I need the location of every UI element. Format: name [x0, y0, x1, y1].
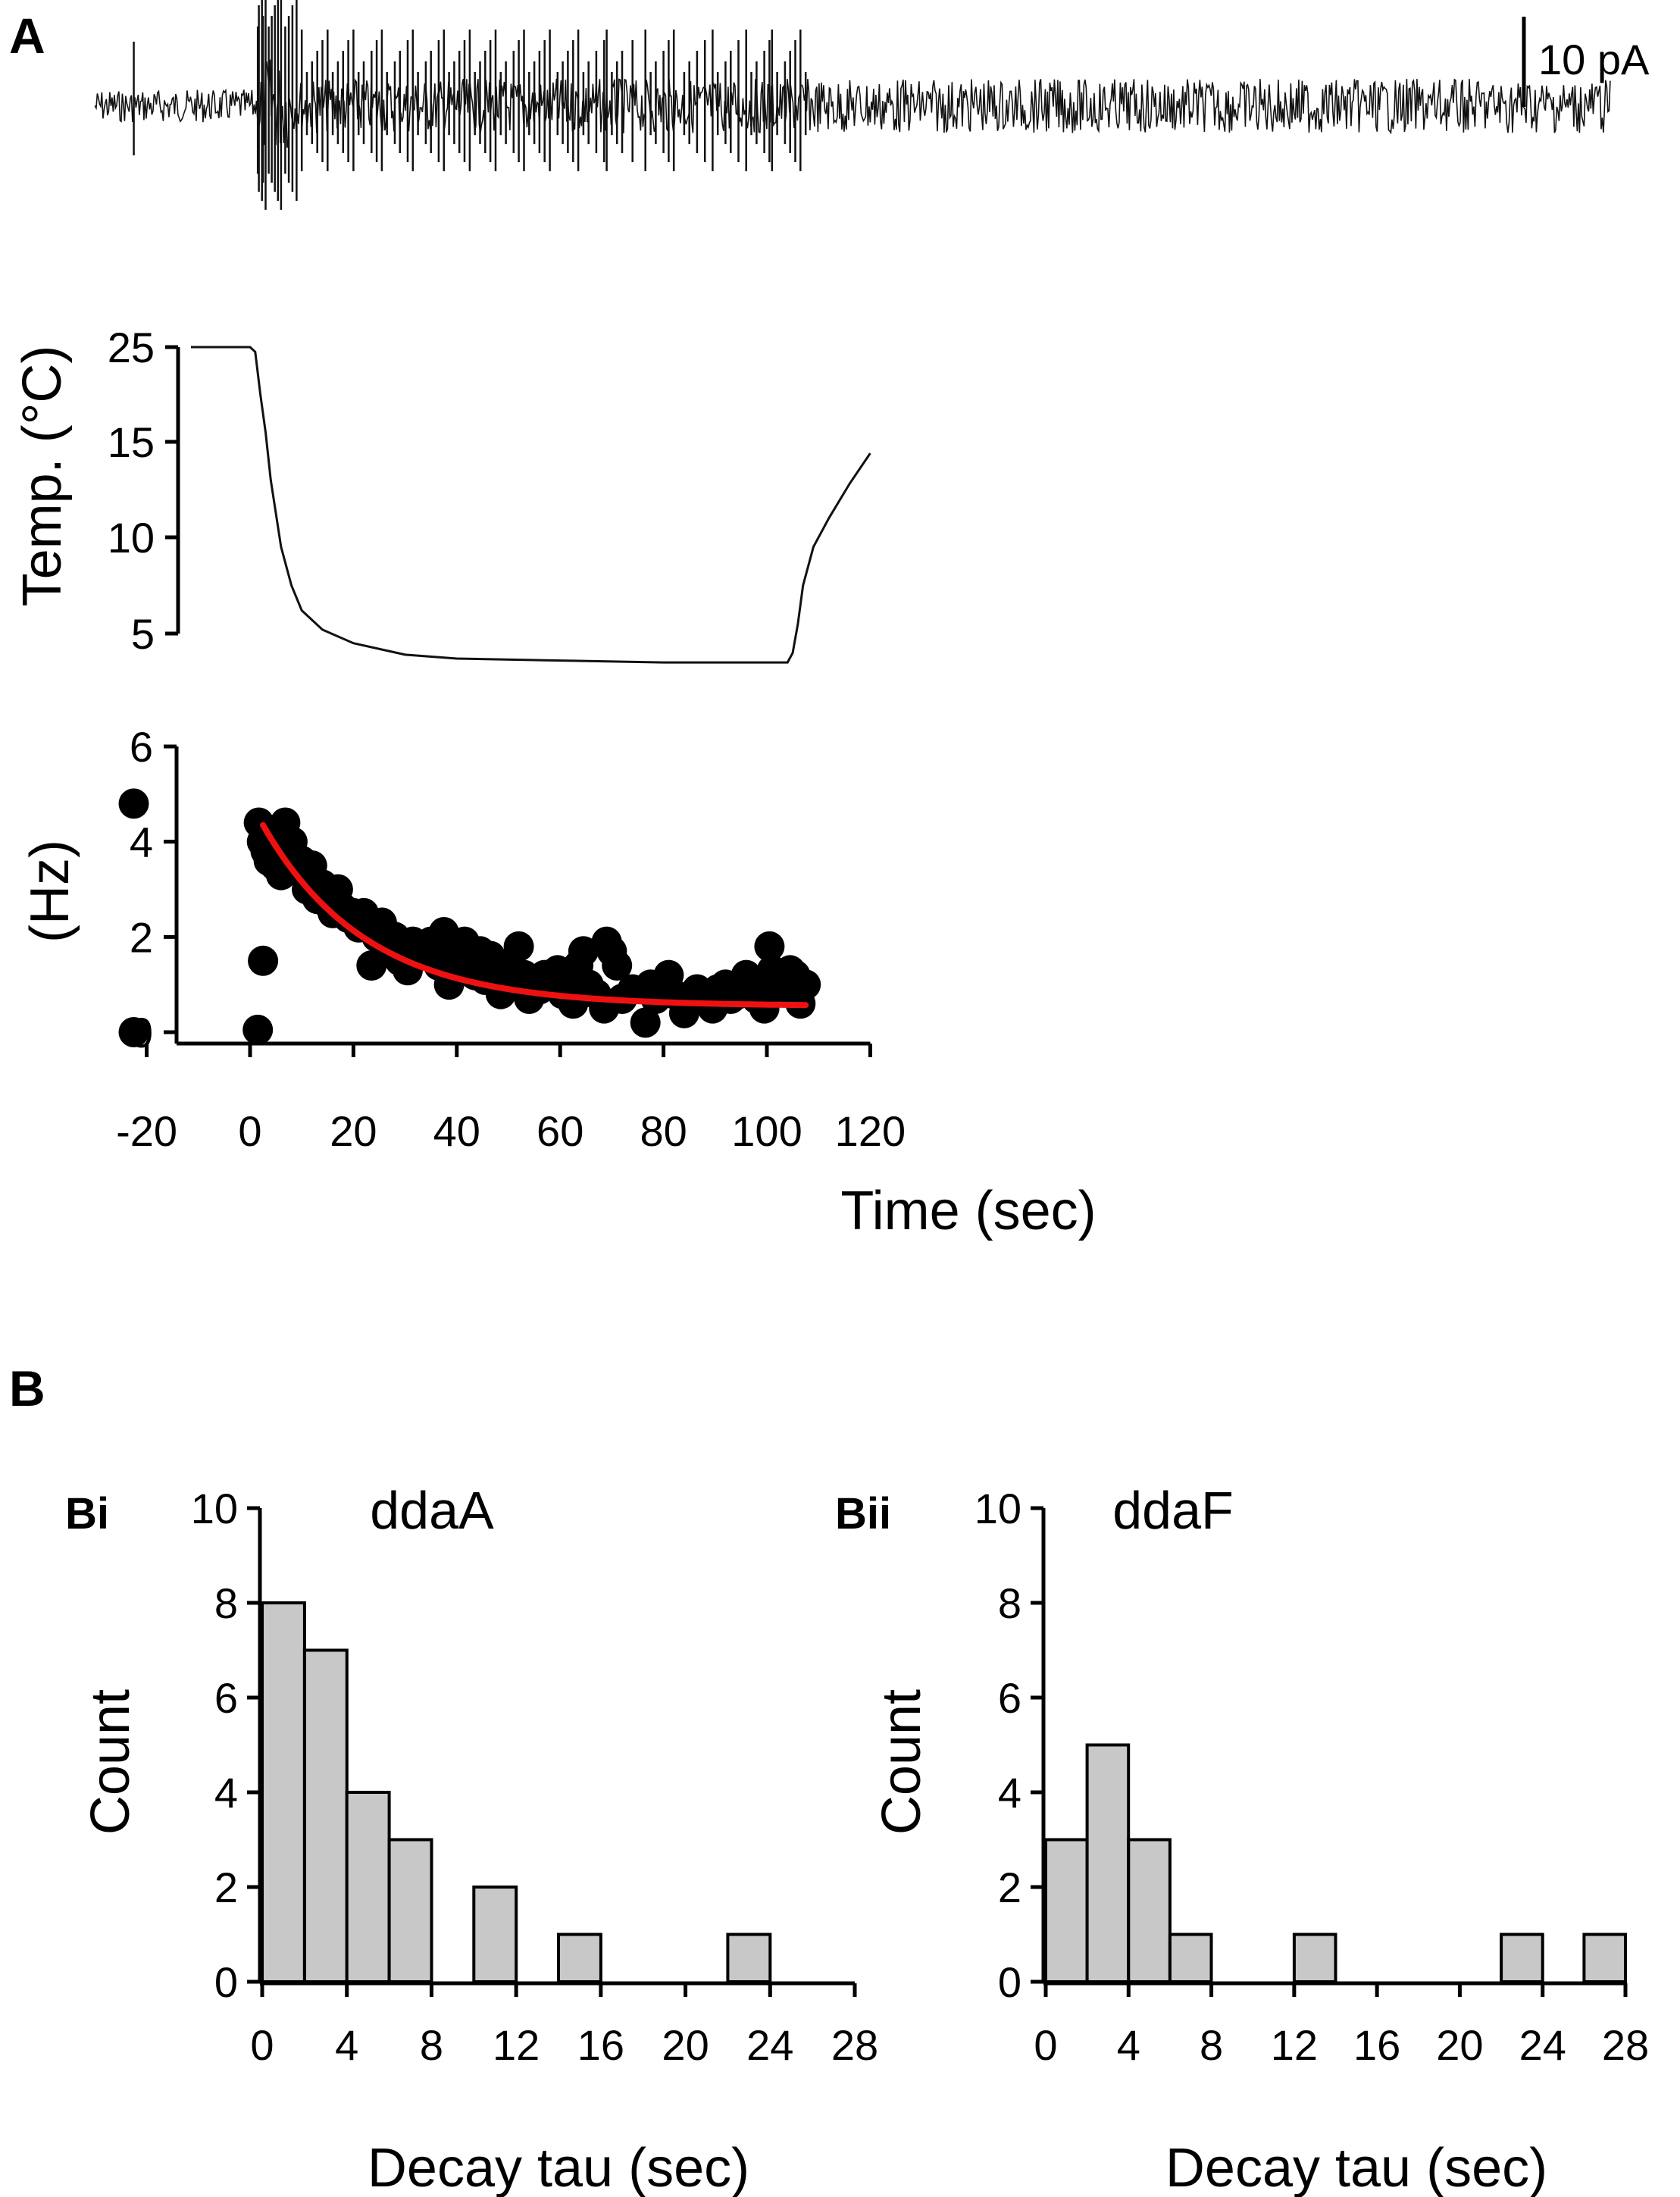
bii-bar [1582, 1933, 1627, 1983]
current-trace-line [94, 59, 1611, 148]
bii-y-tick-label: 2 [998, 1864, 1021, 1911]
current-trace-panel [94, 0, 1611, 210]
panel-label-bii: Bii [835, 1489, 891, 1538]
temp-y-tick-label: 15 [108, 418, 155, 466]
bii-bar [1292, 1933, 1337, 1983]
bi-bar [472, 1886, 518, 1983]
freq-x-tick-label: 120 [835, 1107, 906, 1155]
bi-y-tick-label: 2 [214, 1864, 238, 1911]
bi-x-tick-label: 8 [420, 2021, 443, 2069]
time-axis-label: Time (sec) [840, 1181, 1096, 1241]
freq-x-tick-label: 40 [433, 1107, 480, 1155]
bii-x-tick-label: 20 [1436, 2021, 1483, 2069]
bii-x-axis-label: Decay tau (sec) [1165, 2138, 1547, 2197]
bi-y-tick-label: 6 [214, 1674, 238, 1722]
bi-title: ddaA [370, 1481, 494, 1540]
freq-y-tick-label: 2 [130, 913, 153, 961]
data-point [790, 969, 821, 1000]
freq-axis-label: (Hz) [20, 840, 80, 943]
bi-x-axis-label: Decay tau (sec) [368, 2138, 749, 2197]
temp-y-tick-label: 10 [108, 514, 155, 562]
bi-bar [302, 1648, 349, 1983]
bi-bar [557, 1933, 602, 1983]
panel-label-b: B [9, 1360, 45, 1416]
freq-x-tick-label: 100 [731, 1107, 802, 1155]
temp-axis-label: Temp. (°C) [12, 346, 73, 607]
bi-bar [345, 1791, 391, 1983]
bii-y-tick-label: 4 [998, 1769, 1021, 1817]
bi-x-tick-label: 28 [831, 2021, 878, 2069]
freq-x-tick-label: 20 [330, 1107, 377, 1155]
data-point [503, 931, 534, 962]
data-point [568, 936, 599, 967]
bii-y-tick-label: 6 [998, 1674, 1021, 1722]
bii-y-tick-label: 0 [998, 1958, 1021, 2006]
data-point [118, 1017, 149, 1047]
data-point [242, 1014, 274, 1045]
bii-title: ddaF [1112, 1481, 1234, 1540]
temp-y-tick-label: 5 [131, 610, 155, 658]
bi-bar [261, 1601, 306, 1983]
temperature-line [191, 346, 871, 664]
bi-y-axis-label: Count [80, 1689, 141, 1835]
freq-y-tick-label: 6 [130, 723, 153, 771]
exponential-fit-line [260, 822, 809, 1009]
freq-x-tick-label: 0 [238, 1107, 261, 1155]
data-point [118, 788, 149, 819]
data-point [754, 931, 785, 962]
bii-bar [1127, 1838, 1172, 1983]
panel-label-a: A [9, 8, 45, 64]
bii-bar [1168, 1933, 1213, 1983]
bii-y-tick-label: 8 [998, 1579, 1021, 1627]
bi-y-tick-label: 4 [214, 1769, 238, 1817]
bi-y-tick-label: 8 [214, 1579, 238, 1627]
bii-x-tick-label: 16 [1353, 2021, 1400, 2069]
bii-bar [1085, 1743, 1131, 1983]
bii-bar [1044, 1838, 1089, 1983]
spike-lines [133, 0, 807, 210]
bii-y-tick-label: 10 [975, 1485, 1021, 1532]
data-point [749, 993, 780, 1024]
bii-bar [1500, 1933, 1544, 1983]
bii-x-tick-label: 24 [1519, 2021, 1566, 2069]
data-point [248, 945, 279, 976]
bii-x-tick-label: 8 [1200, 2021, 1223, 2069]
bi-x-tick-label: 24 [746, 2021, 793, 2069]
data-point [630, 1007, 661, 1038]
bii-x-tick-label: 12 [1271, 2021, 1318, 2069]
freq-x-tick-label: 60 [537, 1107, 583, 1155]
bi-x-tick-label: 12 [493, 2021, 540, 2069]
panel-label-bi: Bi [65, 1489, 109, 1538]
bi-x-tick-label: 0 [250, 2021, 274, 2069]
bi-x-tick-label: 4 [335, 2021, 358, 2069]
bii-x-tick-label: 28 [1602, 2021, 1649, 2069]
bi-x-tick-label: 16 [577, 2021, 624, 2069]
bii-x-tick-label: 4 [1117, 2021, 1140, 2069]
bii-x-tick-label: 0 [1034, 2021, 1057, 2069]
bi-bar [726, 1933, 772, 1983]
bii-y-axis-label: Count [871, 1689, 932, 1835]
bi-y-tick-label: 0 [214, 1958, 238, 2006]
data-point [602, 950, 633, 981]
freq-x-tick-label: -20 [116, 1107, 177, 1155]
temperature-panel: 25 15 10 5 [108, 324, 871, 664]
freq-x-tick-label: 80 [640, 1107, 687, 1155]
bi-bar [387, 1838, 433, 1983]
freq-y-tick-label: 4 [130, 818, 153, 866]
bi-y-tick-label: 10 [191, 1485, 238, 1532]
bi-x-tick-label: 20 [662, 2021, 709, 2069]
temp-y-tick-label: 25 [108, 324, 155, 371]
scale-bar-label: 10 pA [1538, 36, 1650, 83]
